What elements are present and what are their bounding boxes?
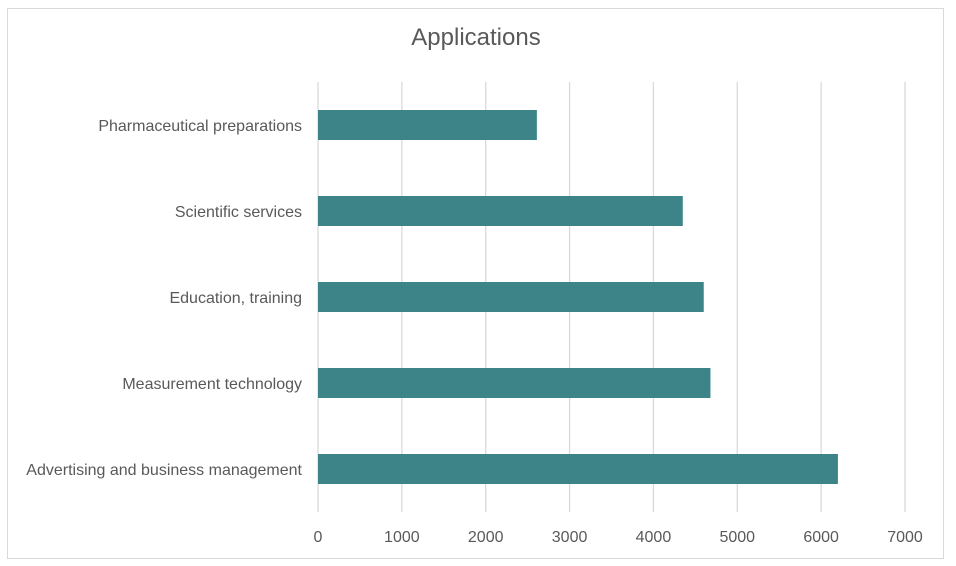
bar — [318, 454, 838, 484]
x-tick-label: 4000 — [636, 529, 672, 546]
category-label: Pharmaceutical preparations — [98, 118, 302, 135]
category-label: Scientific services — [175, 204, 302, 221]
x-tick-label: 0 — [314, 529, 323, 546]
bar — [318, 110, 537, 140]
x-tick-label: 6000 — [803, 529, 839, 546]
x-tick-label: 7000 — [887, 529, 923, 546]
bar — [318, 196, 683, 226]
category-label: Measurement technology — [122, 376, 302, 393]
bar — [318, 282, 704, 312]
category-labels: Advertising and business management Measu… — [26, 118, 302, 479]
x-tick-label: 5000 — [719, 529, 755, 546]
bars — [318, 110, 838, 484]
x-tick-labels: 0 1000 2000 3000 4000 5000 6000 7000 — [314, 529, 923, 546]
category-label: Advertising and business management — [26, 462, 302, 479]
x-tick-label: 2000 — [468, 529, 504, 546]
x-tick-label: 3000 — [552, 529, 588, 546]
bar — [318, 368, 710, 398]
x-tick-label: 1000 — [384, 529, 420, 546]
category-label: Education, training — [169, 290, 302, 307]
